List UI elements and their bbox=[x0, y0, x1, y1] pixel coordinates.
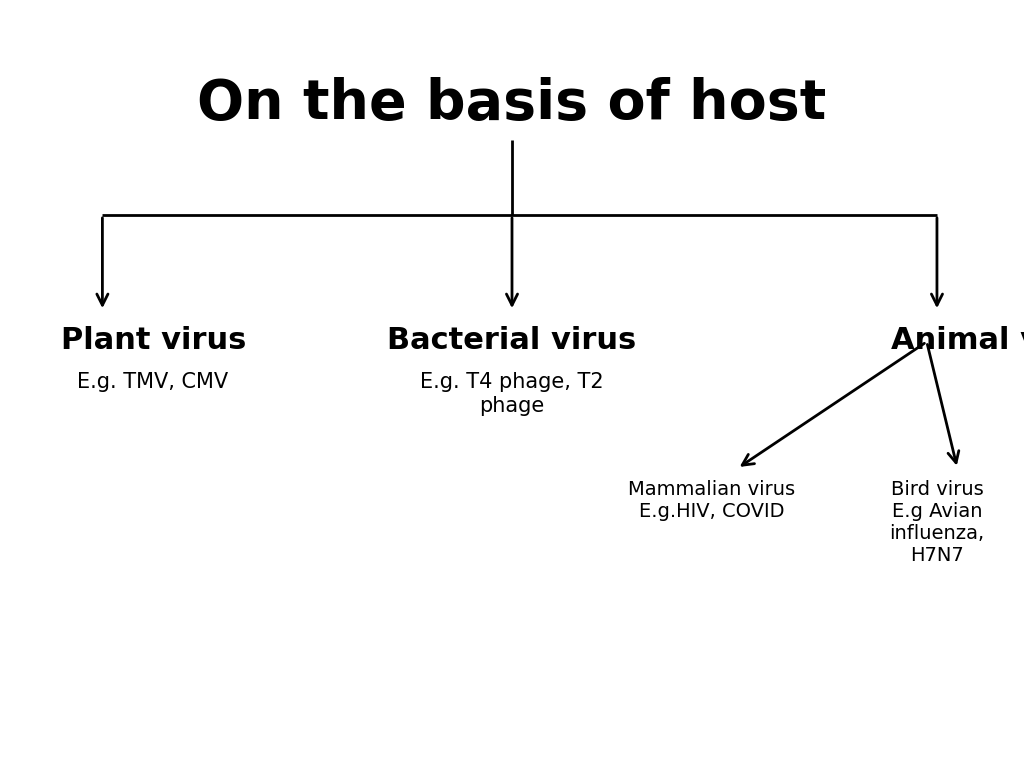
Text: Animal virus: Animal virus bbox=[891, 326, 1024, 356]
Text: Bacterial virus: Bacterial virus bbox=[387, 326, 637, 356]
Text: E.g. T4 phage, T2
phage: E.g. T4 phage, T2 phage bbox=[420, 372, 604, 415]
Text: Mammalian virus
E.g.HIV, COVID: Mammalian virus E.g.HIV, COVID bbox=[628, 480, 796, 521]
Text: Bird virus
E.g Avian
influenza,
H7N7: Bird virus E.g Avian influenza, H7N7 bbox=[890, 480, 984, 565]
Text: Plant virus: Plant virus bbox=[61, 326, 247, 356]
Text: On the basis of host: On the basis of host bbox=[198, 77, 826, 131]
Text: E.g. TMV, CMV: E.g. TMV, CMV bbox=[77, 372, 228, 392]
